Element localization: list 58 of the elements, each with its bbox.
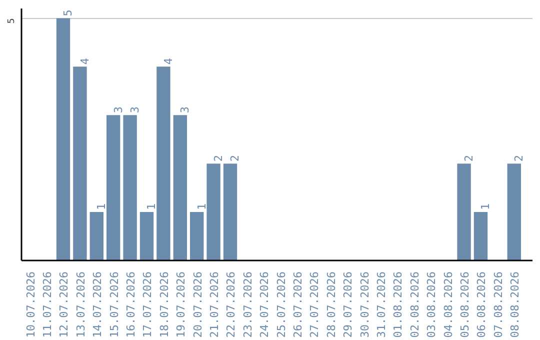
x-tick-label: 20.07.2026 [191, 271, 204, 338]
data-label: 4 [78, 58, 92, 65]
x-tick-label: 24.07.2026 [258, 271, 272, 338]
x-tick-label: 11.07.2026 [41, 271, 54, 338]
data-label: 2 [462, 154, 476, 162]
x-tick-label: 04.08.2026 [442, 271, 455, 338]
x-tick-label: 03.08.2026 [425, 271, 438, 338]
data-label: 2 [228, 154, 242, 162]
data-label: 1 [95, 203, 108, 210]
bar [457, 164, 471, 260]
bar [140, 212, 154, 260]
bar [507, 164, 521, 260]
x-tick-label: 06.08.2026 [475, 271, 488, 338]
x-tick-label: 19.07.2026 [174, 271, 188, 338]
bar [106, 115, 120, 260]
x-tick-label: 01.08.2026 [392, 271, 405, 338]
x-tick-label: 17.07.2026 [141, 271, 154, 338]
x-tick-label: 22.07.2026 [224, 271, 238, 338]
x-tick-label: 18.07.2026 [158, 271, 171, 338]
x-tick-label: 23.07.2026 [241, 271, 254, 338]
data-label: 3 [178, 106, 192, 114]
x-tick-label: 29.07.2026 [342, 271, 355, 338]
x-tick-label: 16.07.2026 [124, 271, 138, 338]
x-tick-label: 28.07.2026 [324, 271, 338, 338]
data-label: 2 [512, 154, 526, 162]
x-tick-label: 02.08.2026 [408, 271, 422, 338]
bar [156, 66, 170, 260]
data-label: 2 [212, 154, 226, 162]
x-tick-label: 25.07.2026 [274, 271, 288, 338]
x-tick-label: 12.07.2026 [58, 271, 71, 338]
bar [223, 164, 238, 260]
bar [56, 18, 70, 260]
x-tick-label: 31.07.2026 [375, 271, 388, 338]
bar [73, 66, 87, 260]
data-label: 3 [112, 106, 125, 114]
data-label: 3 [128, 106, 142, 114]
data-label: 5 [62, 10, 75, 16]
bar [206, 164, 220, 260]
bar [123, 115, 137, 260]
data-label: 1 [195, 203, 208, 210]
x-tick-label: 13.07.2026 [74, 271, 88, 338]
x-tick-label: 15.07.2026 [108, 271, 121, 338]
x-tick-label: 10.07.2026 [24, 271, 38, 338]
bar [90, 212, 104, 260]
x-tick-label: 21.07.2026 [208, 271, 222, 338]
data-label: 1 [145, 203, 158, 210]
x-tick-label: 05.08.2026 [458, 271, 472, 338]
bar [190, 212, 204, 260]
bar [474, 212, 488, 260]
x-tick-label: 14.07.2026 [91, 271, 104, 338]
data-label: 1 [479, 203, 492, 210]
bar [173, 115, 187, 260]
x-tick-label: 26.07.2026 [292, 271, 305, 338]
x-tick-label: 27.07.2026 [308, 271, 322, 338]
x-tick-label: 07.08.2026 [492, 271, 505, 338]
data-label: 4 [162, 58, 175, 65]
x-tick-label: 30.07.2026 [358, 271, 372, 338]
x-tick-label: 08.08.2026 [508, 271, 522, 338]
